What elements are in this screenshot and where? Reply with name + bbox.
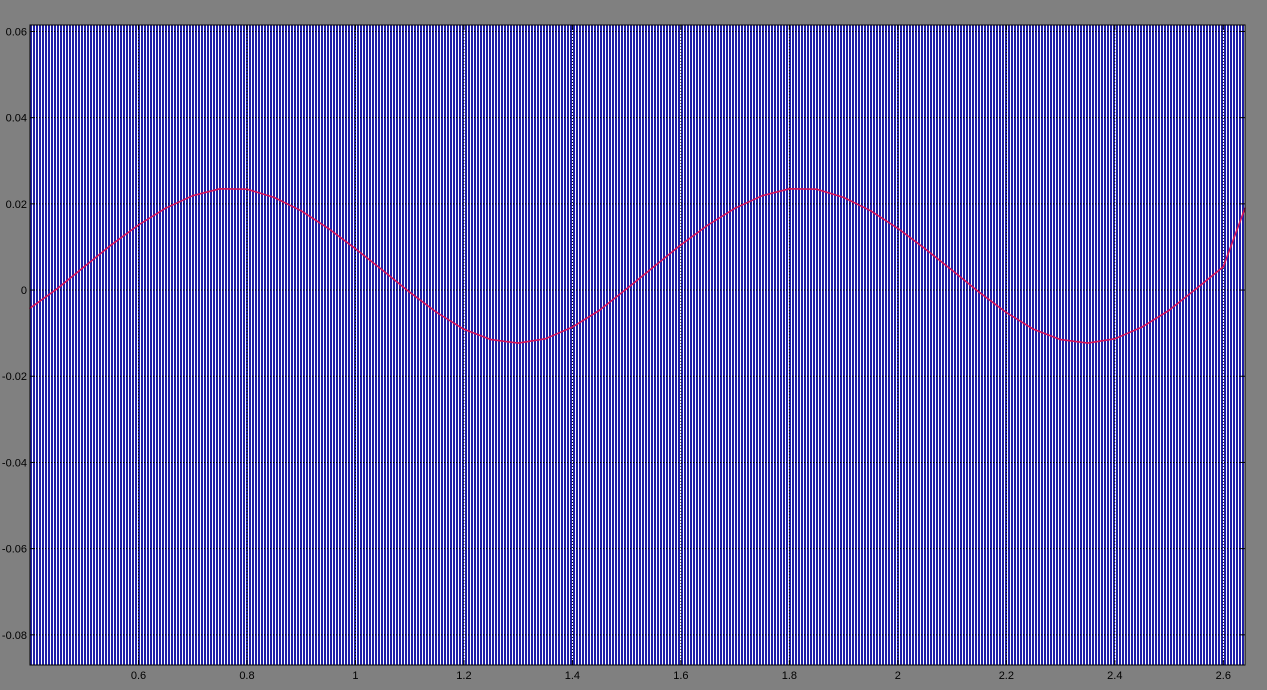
- signal-point: [707, 224, 709, 226]
- x-tick-label: 2.4: [1107, 670, 1122, 682]
- plot-background: [30, 25, 1245, 665]
- signal-point: [869, 209, 872, 212]
- signal-point: [1222, 265, 1225, 268]
- signal-point: [815, 188, 818, 191]
- signal-point: [734, 207, 737, 210]
- signal-point: [381, 269, 384, 272]
- signal-point: [490, 338, 492, 341]
- x-tick-label: 0.8: [239, 670, 254, 682]
- x-tick-label: 1: [352, 670, 358, 682]
- signal-point: [978, 291, 981, 294]
- signal-point: [1141, 326, 1143, 329]
- signal-point: [924, 247, 926, 250]
- x-tick-label: 1.2: [456, 670, 471, 682]
- signal-point: [327, 227, 330, 230]
- x-tick-label: 2: [895, 670, 901, 682]
- axes-box: [29, 24, 1246, 666]
- signal-point: [951, 269, 953, 272]
- signal-point: [354, 247, 357, 250]
- signal-point: [1005, 311, 1008, 314]
- signal-point: [56, 287, 59, 290]
- signal-point: [625, 287, 628, 290]
- x-tick-label: 1.4: [565, 670, 580, 682]
- signal-point: [246, 188, 248, 191]
- y-tick-label: -0.08: [2, 630, 27, 642]
- signal-point: [191, 194, 194, 197]
- signal-point: [137, 224, 140, 226]
- signal-point: [83, 265, 86, 268]
- signal-point: [788, 187, 791, 190]
- x-tick-label: 1.6: [673, 670, 688, 682]
- signal-point: [300, 209, 303, 212]
- signal-point: [1113, 337, 1116, 340]
- y-tick-label: -0.06: [2, 544, 27, 556]
- signal-point: [842, 196, 845, 199]
- signal-point: [1032, 328, 1035, 331]
- plot-area: [30, 25, 1245, 665]
- series-layer: [29, 187, 1246, 344]
- signal-point: [435, 311, 438, 314]
- y-tick-label: 0.06: [6, 26, 27, 38]
- x-tick-label: 1.8: [782, 670, 797, 682]
- x-tick-label: 0.6: [131, 670, 146, 682]
- x-tick-label: 2.6: [1216, 670, 1231, 682]
- signal-point: [1086, 342, 1089, 344]
- signal-point: [408, 291, 411, 294]
- signal-point: [1059, 338, 1062, 341]
- signal-point: [218, 187, 221, 190]
- signal-line: [29, 188, 1246, 344]
- signal-point: [463, 328, 465, 331]
- y-tick-label: 0: [21, 285, 27, 297]
- signal-point: [896, 227, 899, 230]
- signal-point: [598, 309, 601, 312]
- signal-point: [679, 243, 682, 246]
- signal-point: [110, 243, 113, 246]
- signal-point: [544, 337, 547, 340]
- y-tick-label: 0.04: [6, 113, 27, 125]
- y-tick-label: -0.04: [2, 457, 27, 469]
- y-tick-labels: 0.06 0.04 0.02 0 -0.02 -0.04 -0.06 -0.08: [2, 26, 27, 641]
- signal-point: [652, 265, 655, 268]
- x-tick-labels: 0.6 0.8 1 1.2 1.4 1.6 1.8 2 2.2 2.4 2.6: [131, 670, 1231, 682]
- y-tick-label: -0.02: [2, 371, 27, 383]
- axes-frame: [29, 24, 1246, 666]
- signal-point: [1168, 309, 1170, 312]
- signal-point: [571, 326, 574, 329]
- signal-point: [517, 342, 520, 344]
- x-tick-label: 2.2: [999, 670, 1014, 682]
- y-tick-label: 0.02: [6, 199, 27, 211]
- signal-point: [273, 196, 275, 199]
- signal-point: [1195, 287, 1198, 290]
- signal-point: [164, 207, 167, 210]
- signal-point: [761, 194, 764, 197]
